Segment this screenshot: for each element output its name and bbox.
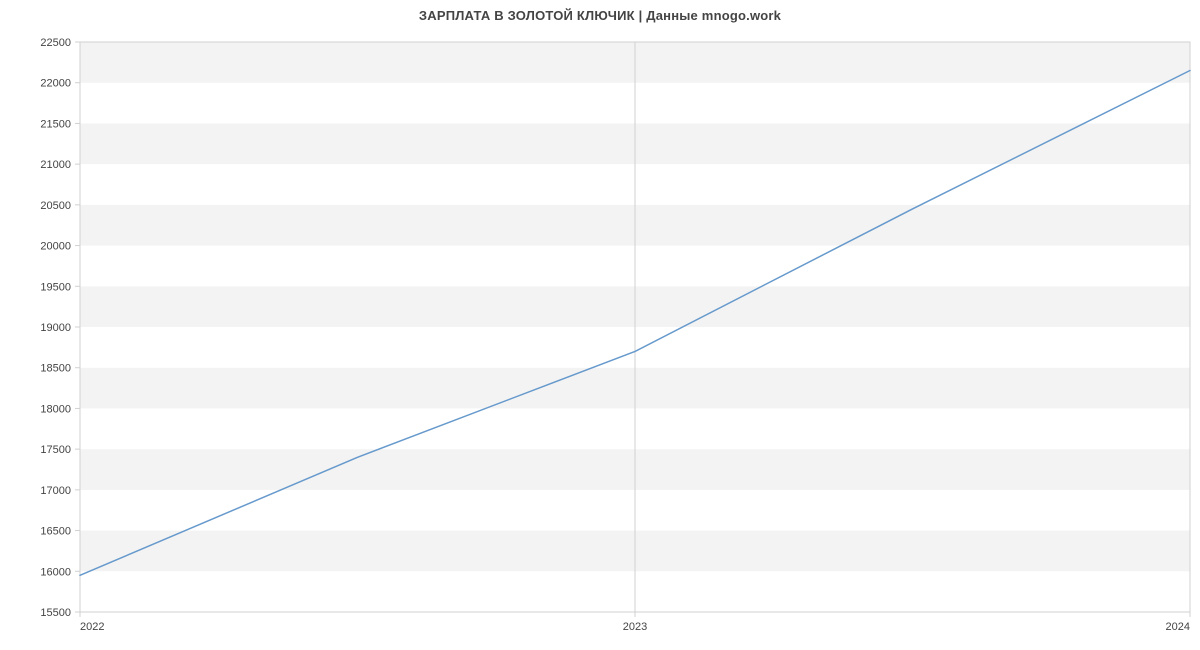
y-tick-label: 20000 bbox=[40, 241, 71, 253]
chart-title: ЗАРПЛАТА В ЗОЛОТОЙ КЛЮЧИК | Данные mnogo… bbox=[0, 8, 1200, 23]
x-tick-label: 2022 bbox=[80, 621, 104, 633]
y-tick-label: 19000 bbox=[40, 322, 71, 334]
x-tick-label: 2024 bbox=[1166, 621, 1190, 633]
y-tick-label: 21000 bbox=[40, 159, 71, 171]
y-tick-label: 18500 bbox=[40, 363, 71, 375]
y-tick-label: 16000 bbox=[40, 566, 71, 578]
y-tick-label: 19500 bbox=[40, 281, 71, 293]
chart-svg: 15500 16000 16500 17000 17500 18000 18500 19000… bbox=[0, 0, 1200, 650]
y-tick-label: 16500 bbox=[40, 526, 71, 538]
line-chart: ЗАРПЛАТА В ЗОЛОТОЙ КЛЮЧИК | Данные mnogo… bbox=[0, 0, 1200, 650]
y-tick-label: 22500 bbox=[40, 37, 71, 49]
y-tick-label: 21500 bbox=[40, 118, 71, 130]
y-tick-label: 15500 bbox=[40, 607, 71, 619]
x-tick-label: 2023 bbox=[623, 621, 647, 633]
y-tick-label: 22000 bbox=[40, 78, 71, 90]
y-tick-label: 20500 bbox=[40, 200, 71, 212]
y-tick-label: 17000 bbox=[40, 485, 71, 497]
y-tick-label: 18000 bbox=[40, 403, 71, 415]
y-tick-label: 17500 bbox=[40, 444, 71, 456]
